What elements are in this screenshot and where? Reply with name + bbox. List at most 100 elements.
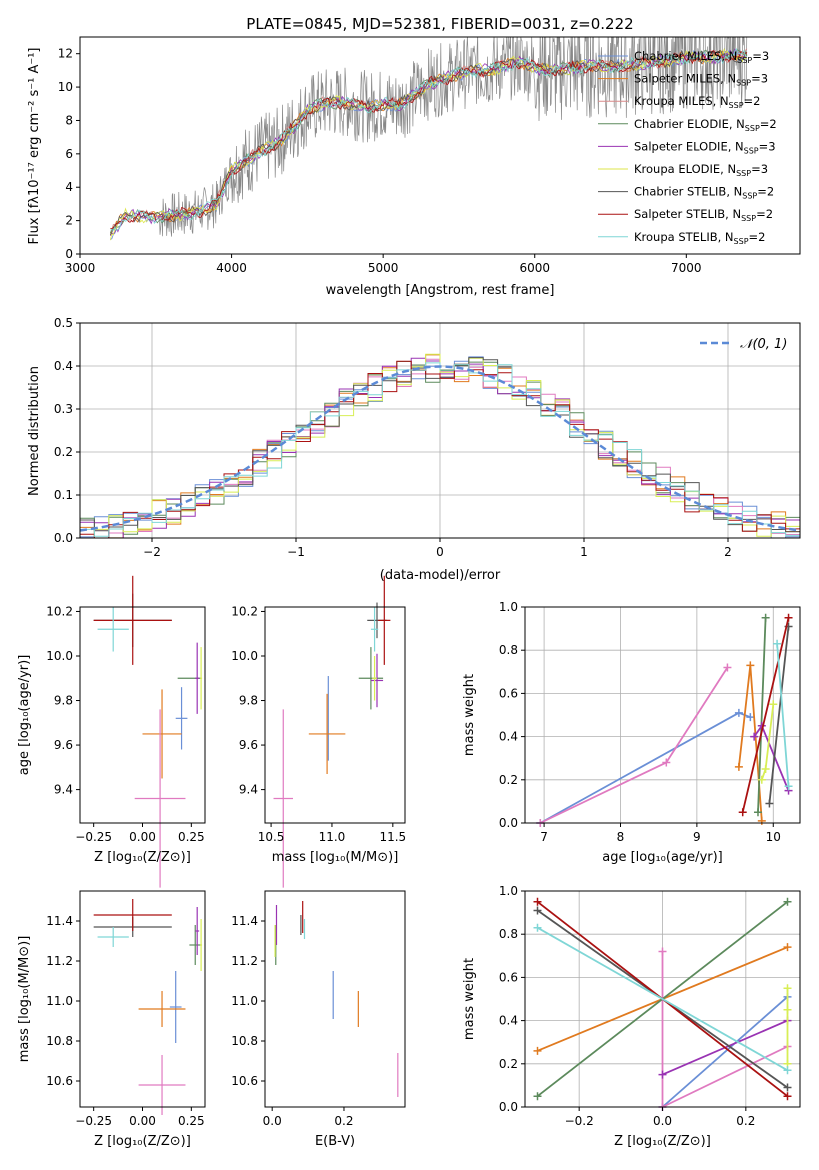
ytick-label: 11.0 <box>231 994 258 1008</box>
ytick-label: 0.8 <box>499 643 518 657</box>
ytick-label: 11.2 <box>46 954 73 968</box>
xtick-label: 11.0 <box>319 830 346 844</box>
xtick-label: 0.0 <box>263 1114 282 1128</box>
ytick-label: 11.2 <box>231 954 258 968</box>
ytick-label: 0.2 <box>499 773 518 787</box>
spectrum-xtick-label: 5000 <box>368 261 399 275</box>
weight-line <box>661 996 789 1108</box>
ytick-label: 9.6 <box>54 738 73 752</box>
legend-entry-label: Salpeter MILES, NSSP=3 <box>634 72 768 88</box>
weight-marker <box>783 943 792 952</box>
weight-marker <box>761 613 770 622</box>
ytick-label: 1.0 <box>499 884 518 898</box>
gaussian-legend-label: 𝒩(0, 1) <box>740 337 787 352</box>
residual-xtick-label: −2 <box>143 545 161 559</box>
residual-ylabel: Normed distribution <box>27 366 42 496</box>
legend-entry-label: Chabrier ELODIE, NSSP=2 <box>634 117 777 133</box>
spectrum-xtick-label: 4000 <box>216 261 247 275</box>
ytick-label: 10.6 <box>231 1074 258 1088</box>
residual-panel: −2 −1 0 1 2 0.0 0.1 0.2 0.3 0.4 0.5 (data-model)/e… <box>27 316 801 583</box>
weight-marker <box>723 663 732 672</box>
panel-age_vs_mass: 10.5 11.0 11.5 9.4 9.6 9.8 10.0 10.2 mass [log₁₀… <box>231 575 406 888</box>
xtick-label: 0.25 <box>178 830 205 844</box>
weight-marker <box>783 1066 792 1075</box>
spectrum-ylabel: Flux [fλ10⁻¹⁷ erg cm⁻² s⁻¹ A⁻¹] <box>27 48 42 245</box>
residual-xtick-label: 0 <box>436 545 444 559</box>
xtick-label: −0.2 <box>565 1114 594 1128</box>
xtick-label: 9 <box>693 830 701 844</box>
weight-marker <box>533 923 542 932</box>
weight-marker <box>784 782 793 791</box>
ytick-label: 0.4 <box>499 1014 518 1028</box>
weight-marker <box>658 947 667 956</box>
xtick-label: 8 <box>617 830 625 844</box>
weight-marker <box>750 732 759 741</box>
xtick-label: 11.5 <box>379 830 406 844</box>
legend-entry-label: Salpeter STELIB, NSSP=2 <box>634 207 773 223</box>
spectrum-xtick-label: 7000 <box>671 261 702 275</box>
spectrum-legend: Chabrier MILES, NSSP=3 Salpeter MILES, NS… <box>598 49 777 246</box>
xtick-label: 0.00 <box>129 1114 156 1128</box>
weight-marker <box>757 816 766 825</box>
spectrum-ytick-label: 8 <box>65 113 73 127</box>
panel-mass_vs_ebv: 0.0 0.2 10.6 10.8 11.0 11.2 11.4 E(B-V) <box>231 890 406 1149</box>
weight-marker <box>783 897 792 906</box>
weight-line <box>776 643 790 787</box>
ytick-label: 0.4 <box>499 730 518 744</box>
weight-marker <box>662 758 671 767</box>
residual-ytick-label: 0.5 <box>54 316 73 330</box>
ytick-label: 10.0 <box>46 649 73 663</box>
model-spectrum-line <box>109 48 747 236</box>
residual-histogram <box>80 360 800 539</box>
weight-marker <box>734 708 743 717</box>
legend-entry-label: Kroupa ELODIE, NSSP=3 <box>634 162 768 178</box>
residual-legend: 𝒩(0, 1) <box>700 337 787 352</box>
xtick-label: 0.0 <box>653 1114 672 1128</box>
legend-entry-label: Chabrier MILES, NSSP=3 <box>634 49 769 65</box>
panel-xlabel: Z [log₁₀(Z/Z⊙)] <box>614 1134 711 1149</box>
weight-line <box>768 626 790 804</box>
legend-entry-label: Chabrier STELIB, NSSP=2 <box>634 185 774 201</box>
residual-ytick-label: 0.1 <box>54 488 73 502</box>
panel-data <box>93 899 203 1115</box>
ytick-label: 9.4 <box>54 783 73 797</box>
weight-marker <box>783 984 792 993</box>
panel-age_vs_Z: −0.25 0.00 0.25 9.4 9.6 9.8 10.0 10.2 Z [log₁₀(Z… <box>17 575 206 888</box>
model-spectrum-line <box>110 50 748 230</box>
weight-marker <box>783 1092 792 1101</box>
panel-data <box>93 575 203 888</box>
spectrum-ytick-label: 6 <box>65 147 73 161</box>
weight-line <box>539 711 751 824</box>
xtick-label: 7 <box>540 830 548 844</box>
spectrum-ytick-label: 4 <box>65 180 73 194</box>
weight-marker <box>783 1005 792 1014</box>
panel-xlabel: age [log₁₀(age/yr)] <box>602 850 723 865</box>
xtick-label: 0.00 <box>129 830 156 844</box>
ytick-label: 9.6 <box>239 738 258 752</box>
panel-ylabel: mass weight <box>462 958 477 1040</box>
weight-marker <box>765 799 774 808</box>
ytick-label: 10.2 <box>231 604 258 618</box>
residual-xtick-label: 1 <box>580 545 588 559</box>
panel-data <box>273 575 391 888</box>
weight-marker <box>783 1083 792 1092</box>
ytick-label: 10.6 <box>46 1074 73 1088</box>
weight-marker <box>761 765 770 773</box>
xtick-label: −0.25 <box>75 830 112 844</box>
legend-entry-label: Kroupa STELIB, NSSP=2 <box>634 230 765 246</box>
ytick-label: 0.0 <box>499 1100 518 1114</box>
weight-marker <box>757 775 766 784</box>
weight-marker <box>784 613 793 622</box>
panel-weight_vs_age: 7 8 9 10 0.0 0.2 0.4 0.6 0.8 1.0 age [log₁₀(age/yr… <box>462 600 801 865</box>
ytick-label: 10.2 <box>46 604 73 618</box>
legend-entry-label: Salpeter ELODIE, NSSP=3 <box>634 139 776 155</box>
ytick-label: 10.8 <box>231 1034 258 1048</box>
weight-line <box>741 617 790 813</box>
weight-marker <box>533 897 542 906</box>
weight-marker <box>533 1046 542 1055</box>
weight-marker <box>746 661 755 670</box>
ytick-label: 0.0 <box>499 816 518 830</box>
gaussian-curve <box>79 365 801 532</box>
model-spectrum-line <box>110 48 748 240</box>
